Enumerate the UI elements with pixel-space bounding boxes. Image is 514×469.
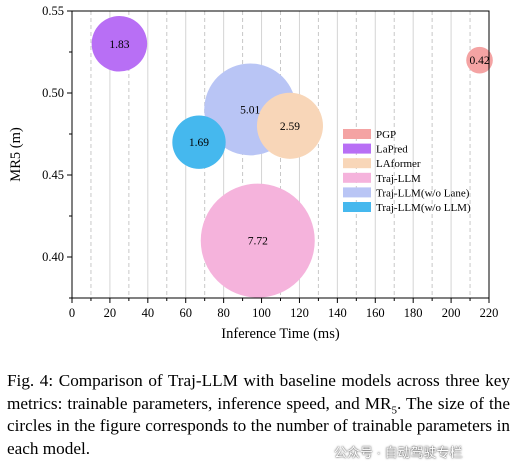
y-tick-label: 0.40 [42, 250, 64, 264]
x-tick-label: 180 [404, 306, 423, 320]
y-tick-label: 0.50 [42, 86, 64, 100]
figure-caption: Fig. 4: Comparison of Traj-LLM with base… [7, 370, 510, 460]
legend-label: Traj-LLM(w/o Lane) [376, 187, 470, 199]
x-tick-label: 0 [69, 306, 75, 320]
legend-swatch [343, 129, 371, 139]
bubbles: 7.72 5.01 2.59 1.83 1.69 0.42 [91, 16, 493, 298]
bubble-label: 0.42 [469, 55, 489, 67]
legend-swatch [343, 187, 371, 198]
x-tick-label: 60 [179, 306, 192, 320]
x-tick-label: 220 [480, 306, 499, 320]
x-tick-label: 40 [142, 306, 155, 320]
legend: PGP LaPred LAformer Traj-LLM Traj-LLM(w/o La… [343, 129, 471, 214]
legend-swatch [343, 143, 371, 154]
x-tick-label: 160 [366, 306, 385, 320]
legend-label: Traj-LLM [376, 173, 421, 185]
bubble-label: 2.59 [280, 121, 300, 133]
x-tick-label: 100 [252, 306, 271, 320]
caption-text: Fig. 4: Comparison of Traj-LLM with base… [7, 371, 510, 413]
caption-text-end: . The size of the circles in the figure … [7, 393, 510, 458]
x-tick-label: 120 [290, 306, 309, 320]
legend-swatch [343, 158, 371, 169]
legend-swatch [343, 202, 371, 212]
bubble [466, 46, 493, 74]
bubble [200, 183, 315, 298]
x-axis-ticks: 0 20 40 60 80 100 120 140 160 180 200 220 [69, 298, 499, 320]
legend-swatch [343, 172, 371, 183]
x-axis-title: Inference Time (ms) [221, 326, 340, 342]
bubble [91, 16, 148, 72]
bubble-label: 5.01 [240, 104, 260, 116]
bubble-chart: 7.72 5.01 2.59 1.83 1.69 0.42 0 20 40 60 80 100 120… [8, 4, 499, 342]
y-axis-ticks: 0.40 0.45 0.50 0.55 [42, 4, 72, 299]
bubble [172, 115, 226, 169]
legend-label: PGP [376, 129, 396, 141]
y-tick-label: 0.55 [42, 4, 64, 18]
x-tick-label: 140 [328, 306, 347, 320]
legend-label: Traj-LLM(w/o LLM) [376, 202, 471, 214]
watermark: 公众号 · 自动驾驶专栏 [334, 445, 463, 460]
caption-subscript: 5 [391, 403, 397, 416]
bubble [256, 92, 323, 159]
bubble-label: 1.83 [109, 39, 129, 51]
y-tick-label: 0.45 [42, 168, 64, 182]
bubble-label: 1.69 [189, 137, 209, 149]
x-tick-label: 20 [104, 306, 117, 320]
y-axis-title: MR5 (m) [8, 127, 24, 182]
legend-label: LAformer [376, 158, 421, 170]
bubble-label: 7.72 [248, 236, 268, 248]
x-tick-label: 200 [442, 306, 461, 320]
x-tick-label: 80 [217, 306, 230, 320]
legend-label: LaPred [376, 144, 408, 156]
